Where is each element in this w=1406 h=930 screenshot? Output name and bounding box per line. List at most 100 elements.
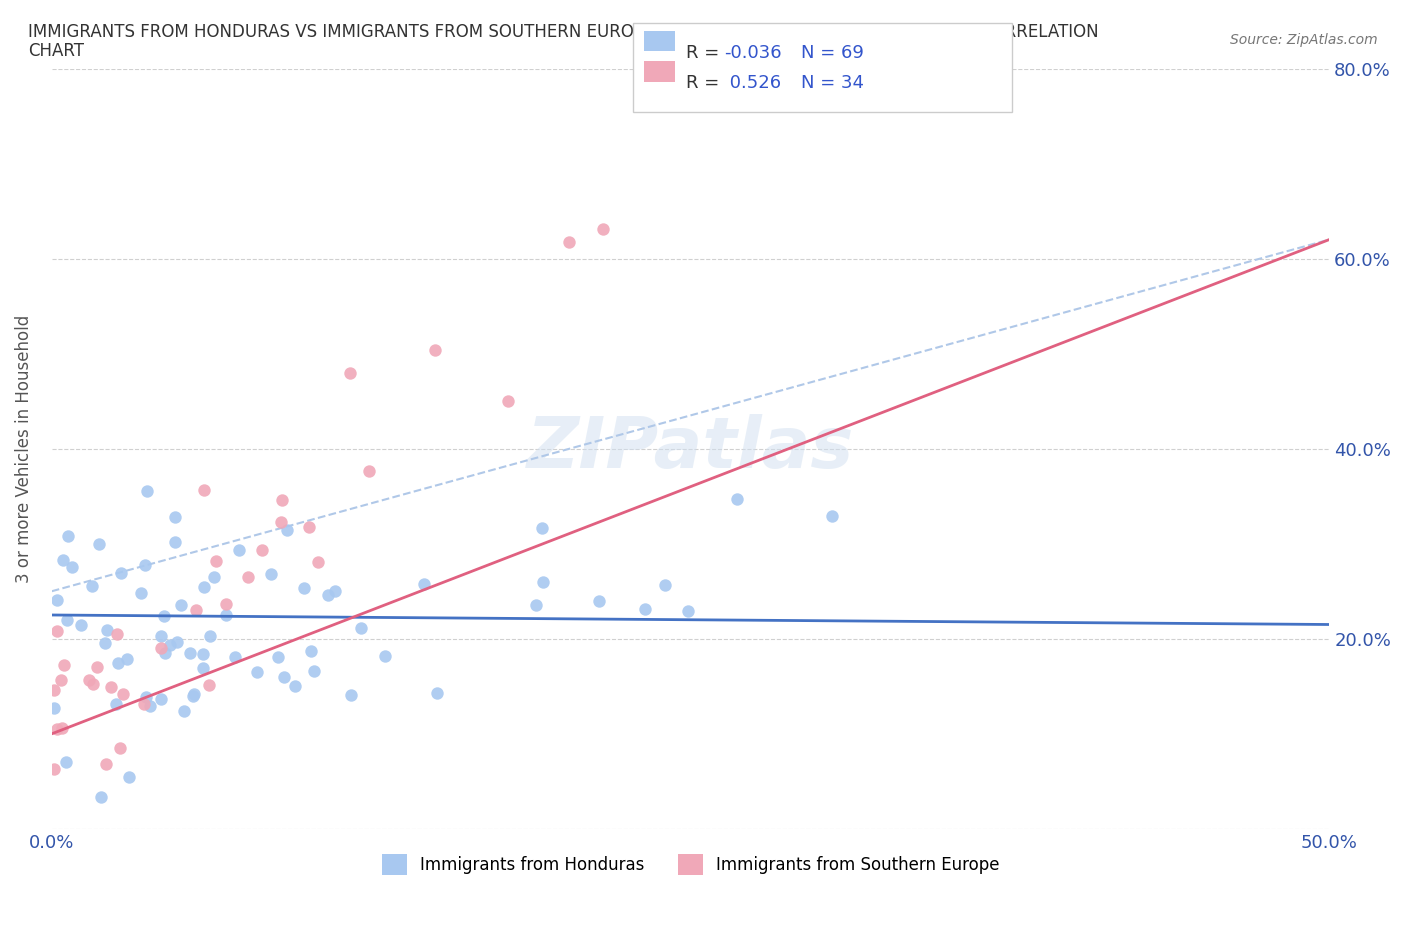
Point [173,704,195,719]
Point [496,393,519,408]
Point [592,221,614,236]
Text: R =: R = [686,44,725,61]
Point [87,537,110,551]
Point [82,578,104,593]
Text: R =: R = [686,74,725,92]
Point [558,234,581,249]
Point [179,645,201,660]
Point [339,366,361,381]
Point [82,676,104,691]
Point [725,492,748,507]
Point [183,688,205,703]
Point [52,552,75,567]
Text: CHART: CHART [28,42,84,60]
Point [184,603,207,618]
Point [149,692,172,707]
Point [236,569,259,584]
Point [531,575,554,590]
Point [292,581,315,596]
Point [166,634,188,649]
Point [150,629,173,644]
Point [46,623,69,638]
Point [224,650,246,665]
Point [325,583,347,598]
Point [134,697,156,711]
Text: ZIPatlas: ZIPatlas [527,414,855,484]
Point [70,618,93,632]
Point [112,686,135,701]
Point [193,579,215,594]
Point [193,483,215,498]
Point [374,648,396,663]
Point [56,528,79,543]
Point [183,686,205,701]
Point [159,638,181,653]
Point [198,629,221,644]
Point [530,521,553,536]
Point [191,647,214,662]
Point [246,664,269,679]
Point [117,651,139,666]
Point [94,757,117,772]
Point [44,683,66,698]
Point [426,685,449,700]
Point [340,687,363,702]
Point [301,644,323,658]
Point [202,570,225,585]
Point [105,627,128,642]
Point [135,689,157,704]
Point [163,535,186,550]
Point [45,592,67,607]
Point [51,721,73,736]
Point [270,514,292,529]
Point [108,740,131,755]
Text: Source: ZipAtlas.com: Source: ZipAtlas.com [1230,33,1378,46]
Point [412,577,434,591]
Point [298,520,321,535]
Point [316,588,339,603]
Text: IMMIGRANTS FROM HONDURAS VS IMMIGRANTS FROM SOUTHERN EUROPE 3 OR MORE VEHICLES I: IMMIGRANTS FROM HONDURAS VS IMMIGRANTS F… [28,23,1098,41]
Point [107,655,129,670]
Point [307,555,329,570]
Point [214,608,236,623]
Point [94,635,117,650]
Point [136,484,159,498]
Point [90,790,112,804]
Text: N = 69: N = 69 [801,44,865,61]
Point [250,543,273,558]
Point [45,722,67,737]
Point [260,566,283,581]
Point [100,679,122,694]
Point [96,622,118,637]
Point [44,700,66,715]
Point [104,697,127,711]
Point [821,509,844,524]
Point [79,672,101,687]
Point [215,596,238,611]
Point [524,598,547,613]
Y-axis label: 3 or more Vehicles in Household: 3 or more Vehicles in Household [15,314,32,583]
Point [198,678,221,693]
Point [52,658,75,672]
Point [60,560,83,575]
Text: N = 34: N = 34 [801,74,865,92]
Point [86,659,108,674]
Point [634,602,657,617]
Point [284,678,307,693]
Point [676,604,699,618]
Point [276,523,298,538]
Point [153,609,176,624]
Point [129,586,152,601]
Point [163,510,186,525]
Point [267,649,290,664]
Text: 0.526: 0.526 [724,74,782,92]
Point [155,645,177,660]
Point [118,770,141,785]
Point [193,660,215,675]
Point [228,543,250,558]
Point [359,464,381,479]
Point [55,754,77,769]
Point [139,699,162,714]
Point [134,558,156,573]
Point [149,641,172,656]
